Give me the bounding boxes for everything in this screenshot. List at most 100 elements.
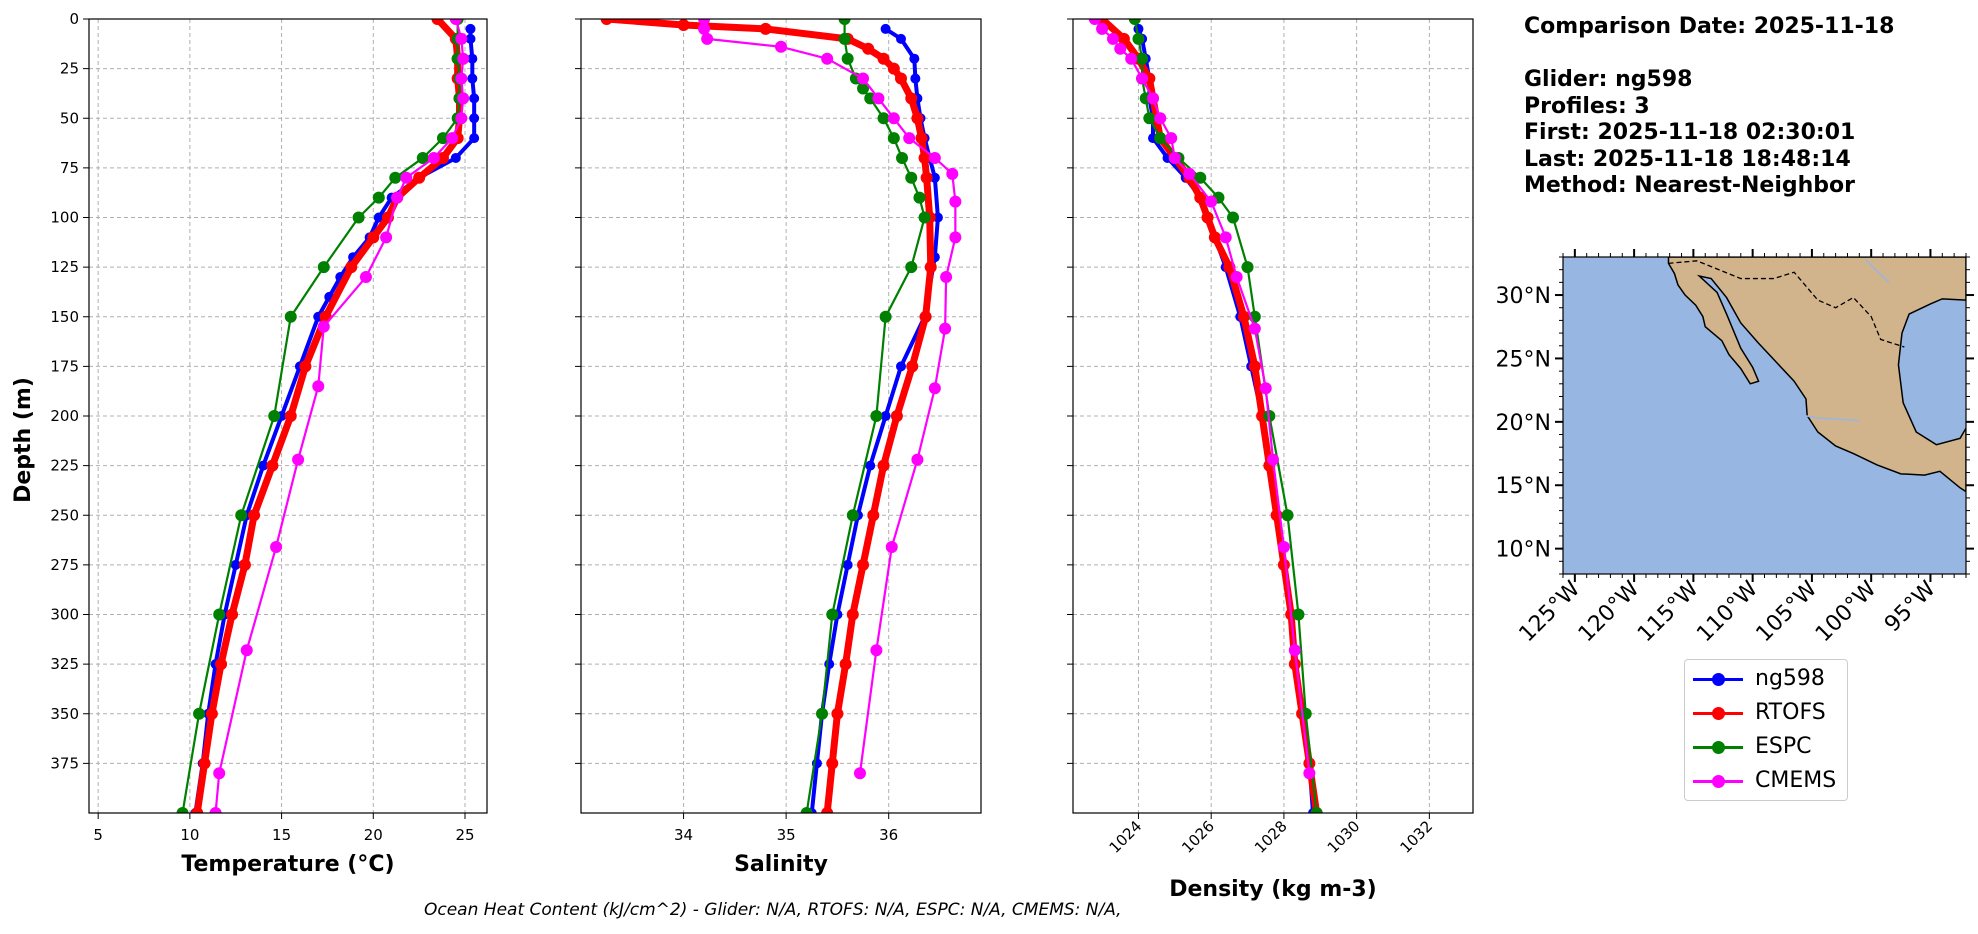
data-point-cmems bbox=[928, 382, 941, 395]
x-tick-label: 35 bbox=[777, 826, 796, 844]
data-point-cmems bbox=[1303, 767, 1316, 780]
data-point-cmems bbox=[887, 112, 900, 125]
y-tick-label: 300 bbox=[50, 606, 79, 624]
method: Method: Nearest-Neighbor bbox=[1524, 173, 1855, 198]
river bbox=[1864, 258, 1890, 283]
data-point-espc bbox=[1227, 211, 1239, 224]
data-point-ng598 bbox=[469, 133, 480, 144]
x-tick-label: 10 bbox=[180, 826, 199, 844]
legend-label: CMEMS bbox=[1755, 768, 1837, 793]
data-point-espc bbox=[1292, 608, 1305, 621]
data-point-espc bbox=[896, 151, 909, 164]
data-point-espc bbox=[1132, 32, 1145, 45]
data-point-cmems bbox=[1154, 112, 1167, 125]
data-point-cmems bbox=[270, 541, 283, 554]
data-point-ng598 bbox=[896, 361, 906, 372]
info-box: Comparison Date: 2025-11-18 Glider: ng598… bbox=[1524, 14, 1894, 200]
data-point-cmems bbox=[1125, 52, 1138, 65]
data-point-cmems bbox=[400, 171, 413, 184]
data-point-cmems bbox=[312, 380, 325, 393]
y-tick-label: 50 bbox=[60, 109, 79, 127]
data-point-rtofs bbox=[887, 62, 900, 75]
data-point-espc bbox=[887, 132, 900, 145]
data-point-cmems bbox=[698, 22, 711, 35]
lat-tick-label: 10°N bbox=[1496, 538, 1551, 563]
data-point-rtofs bbox=[1117, 32, 1130, 45]
first-time: First: 2025-11-18 02:30:01 bbox=[1524, 120, 1856, 145]
data-point-rtofs bbox=[906, 360, 919, 373]
series-line-cmems bbox=[702, 19, 957, 774]
lat-tick-label: 20°N bbox=[1496, 411, 1551, 436]
data-point-espc bbox=[1143, 112, 1156, 125]
data-point-rtofs bbox=[248, 509, 261, 522]
data-point-espc bbox=[436, 132, 449, 145]
panel-1: 0 25 50 75 100 125 150 175 200 225 250 275 300 325 350… bbox=[50, 10, 488, 877]
legend: ng598 RTOFS ESPC CMEMS bbox=[1684, 659, 1848, 801]
data-point-ng598 bbox=[373, 212, 384, 223]
data-point-rtofs bbox=[345, 261, 358, 274]
data-point-espc bbox=[857, 82, 870, 95]
data-point-rtofs bbox=[877, 459, 890, 472]
data-point-rtofs bbox=[436, 151, 449, 164]
data-point-ng598 bbox=[932, 212, 943, 223]
data-point-cmems bbox=[939, 322, 952, 335]
data-point-espc bbox=[235, 509, 248, 522]
data-point-espc bbox=[1241, 261, 1254, 274]
data-point-espc bbox=[877, 112, 890, 125]
data-point-espc bbox=[176, 807, 189, 813]
data-point-espc bbox=[1128, 19, 1141, 25]
data-point-espc bbox=[846, 509, 859, 522]
data-point-cmems bbox=[821, 52, 834, 65]
y-tick-label: 25 bbox=[60, 60, 79, 78]
data-point-ng598 bbox=[465, 23, 476, 34]
last-time: Last: 2025-11-18 18:48:14 bbox=[1524, 146, 1851, 172]
data-point-cmems bbox=[1165, 132, 1178, 145]
lon-tick-label: 115°W bbox=[1633, 576, 1704, 647]
data-point-ng598 bbox=[842, 559, 853, 570]
data-point-ng598 bbox=[465, 33, 476, 44]
data-point-cmems bbox=[240, 644, 253, 657]
data-point-cmems bbox=[872, 92, 885, 105]
data-point-espc bbox=[193, 707, 206, 720]
y-tick-label: 100 bbox=[50, 209, 79, 227]
lat-tick-label: 30°N bbox=[1496, 284, 1551, 309]
data-point-rtofs bbox=[867, 509, 880, 522]
x-tick-label: 1032 bbox=[1396, 817, 1436, 857]
data-point-rtofs bbox=[759, 22, 772, 35]
x-tick-label: 15 bbox=[272, 826, 291, 844]
data-point-rtofs bbox=[1248, 360, 1261, 373]
legend-item-ng598: ng598 bbox=[1685, 662, 1847, 696]
data-point-espc bbox=[213, 608, 226, 621]
x-tick-label: 1026 bbox=[1178, 817, 1218, 857]
data-point-cmems bbox=[391, 191, 404, 204]
data-point-cmems bbox=[213, 767, 226, 780]
data-point-rtofs bbox=[821, 807, 834, 813]
data-point-ng598 bbox=[880, 23, 891, 34]
data-point-cmems bbox=[1114, 42, 1127, 55]
data-point-ng598 bbox=[896, 33, 906, 44]
data-point-espc bbox=[352, 211, 365, 224]
data-point-rtofs bbox=[205, 707, 218, 720]
data-point-cmems bbox=[1136, 72, 1149, 85]
data-point-cmems bbox=[1183, 167, 1196, 180]
ohc-footer: Ocean Heat Content (kJ/cm^2) - Glider: N… bbox=[424, 900, 1122, 920]
data-point-rtofs bbox=[890, 410, 903, 422]
data-point-ng598 bbox=[467, 53, 478, 64]
x-axis-label: Salinity bbox=[734, 852, 828, 877]
lon-tick-label: 95°W bbox=[1880, 576, 1941, 637]
data-point-espc bbox=[870, 410, 883, 422]
data-point-rtofs bbox=[920, 171, 933, 184]
x-tick-label: 34 bbox=[674, 826, 693, 844]
data-point-espc bbox=[1194, 171, 1207, 184]
data-point-rtofs bbox=[905, 92, 918, 105]
data-point-cmems bbox=[427, 151, 440, 164]
data-point-cmems bbox=[292, 453, 305, 466]
data-point-espc bbox=[864, 92, 877, 105]
data-point-espc bbox=[826, 608, 839, 621]
data-point-rtofs bbox=[367, 231, 380, 244]
y-tick-label: 0 bbox=[69, 10, 79, 28]
data-point-rtofs bbox=[1208, 231, 1221, 244]
lon-tick-label: 110°W bbox=[1692, 576, 1763, 647]
data-point-rtofs bbox=[284, 410, 297, 422]
data-point-cmems bbox=[911, 453, 924, 466]
